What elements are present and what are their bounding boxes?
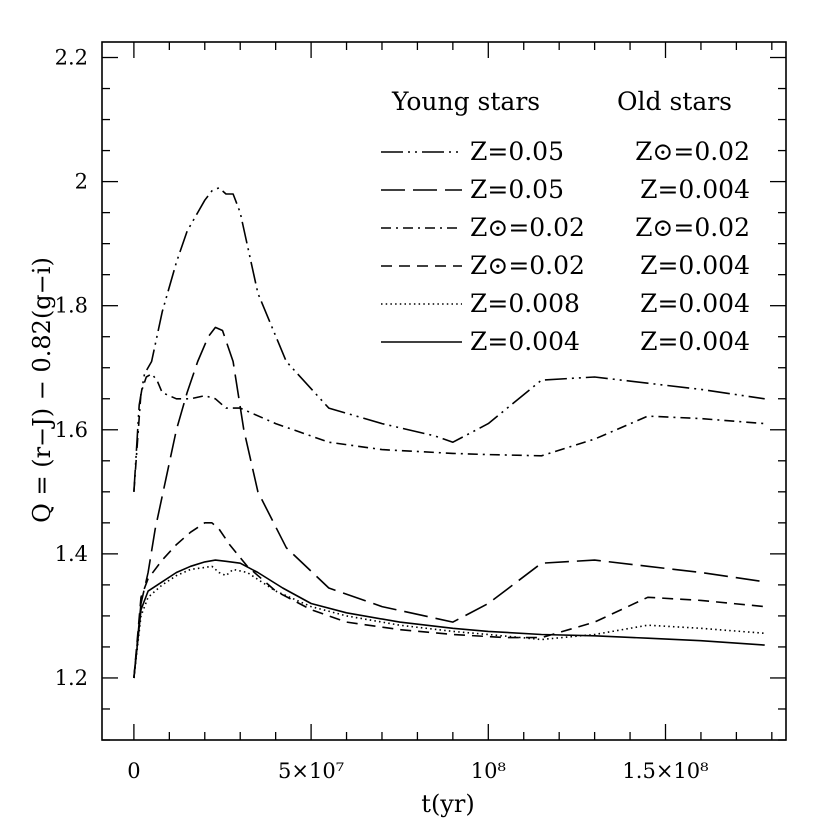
legend-old-label: Z=0.004 [640,289,750,318]
series-line-4 [133,522,765,679]
legend-young-label: Z⊙=0.02 [470,213,585,242]
legend-young-label: Z⊙=0.02 [470,251,585,280]
series-line-2 [133,326,765,679]
series-lines [133,187,765,679]
legend-old-label: Z=0.004 [640,327,750,356]
legend-young-label: Z=0.008 [470,289,580,318]
y-tick-label: 2.2 [55,46,88,70]
x-axis-title: t(yr) [421,790,474,818]
legend-old-label: Z=0.004 [640,251,750,280]
series-line-6 [133,559,765,679]
legend-young-label: Z=0.004 [470,327,580,356]
legend-header-young: Young stars [391,87,540,116]
series-line-1 [133,187,765,492]
x-tick-label: 1.5×10⁸ [622,759,708,783]
y-axis-title: Q = (r−J) − 0.82(g−i) [28,257,56,523]
axes: 1.2 1.4 1.6 1.8 2 2.2 0 5×10⁷ 10⁸ 1.5×10⁸ [55,41,787,783]
y-tick-label: 1.8 [55,294,88,318]
legend-old-label: Z⊙=0.02 [635,213,750,242]
plot-frame [101,41,787,741]
series-line-3 [133,373,765,492]
legend-old-label: Z⊙=0.02 [635,137,750,166]
x-tick-label: 5×10⁷ [278,759,344,783]
y-tick-label: 1.4 [55,542,88,566]
y-tick-label: 2 [75,170,88,194]
x-tick-label: 10⁸ [471,759,506,783]
y-tick-label: 1.6 [55,418,88,442]
y-tick-label: 1.2 [55,666,88,690]
legend: Young stars Old stars Z=0.05 Z⊙=0.02 Z=0.0… [381,87,750,356]
legend-old-label: Z=0.004 [640,175,750,204]
x-tick-label: 0 [127,759,140,783]
legend-young-label: Z=0.05 [470,137,564,166]
legend-young-label: Z=0.05 [470,175,564,204]
legend-header-old: Old stars [617,87,732,116]
series-line-5 [133,565,765,679]
